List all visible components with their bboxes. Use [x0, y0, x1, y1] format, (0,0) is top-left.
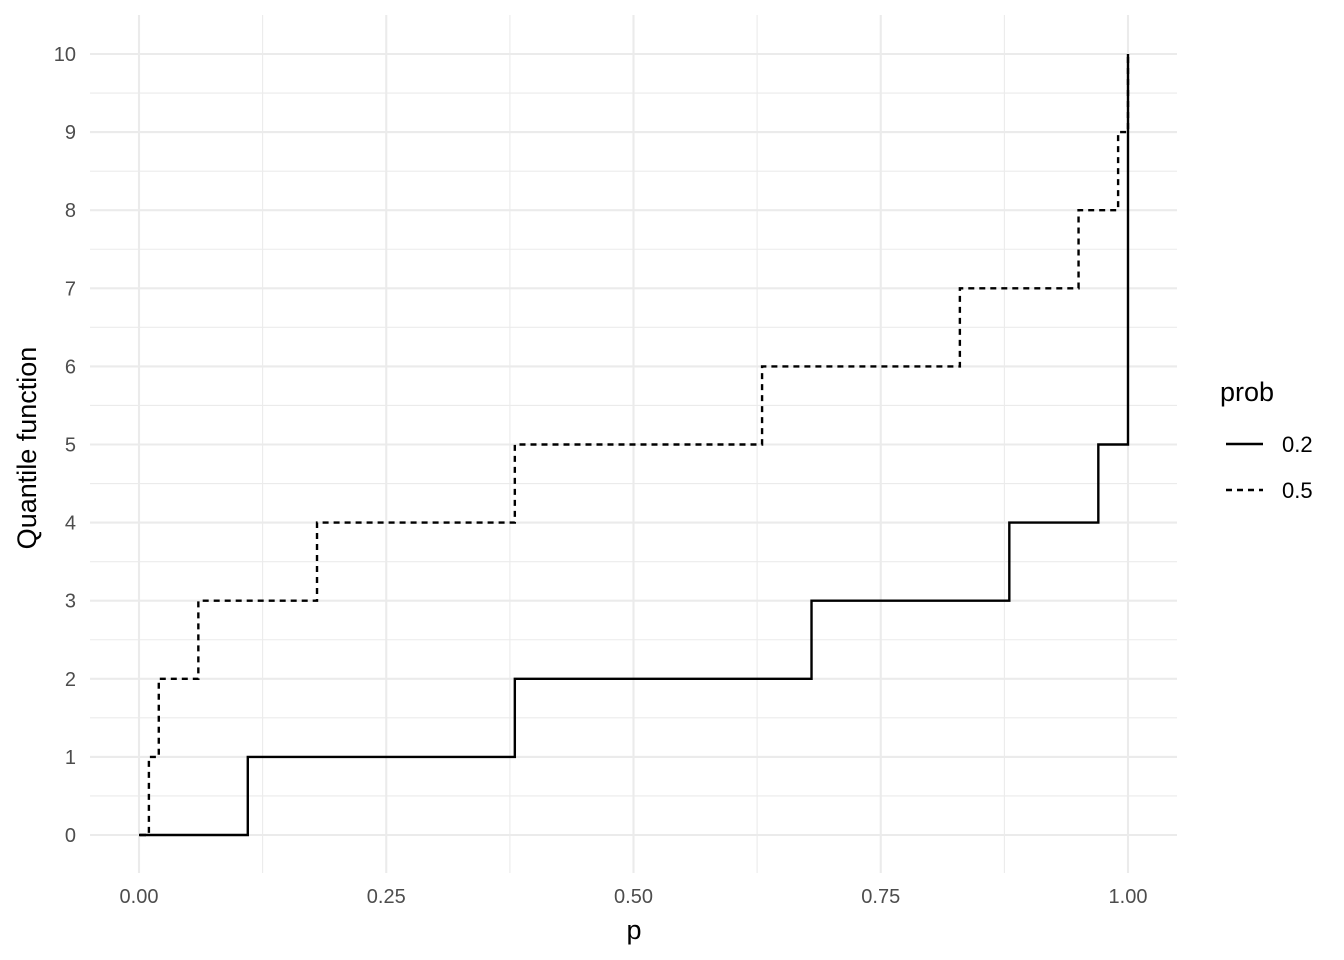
- series-line-0.5: [139, 54, 1130, 837]
- y-tick-label: 10: [54, 44, 76, 66]
- y-tick-label: 5: [65, 435, 76, 457]
- legend: prob 0.2 0.5: [1220, 377, 1313, 503]
- legend-label: 0.5: [1282, 478, 1313, 503]
- series-lines: [139, 54, 1130, 837]
- y-tick-label: 7: [65, 278, 76, 300]
- y-tick-label: 8: [65, 200, 76, 222]
- x-axis-title: p: [626, 915, 641, 945]
- tick-labels: 0.00 0.25 0.50 0.75 1.00 0 1 2 3 4 5 6 7 8 9 10: [54, 44, 1148, 908]
- y-tick-label: 1: [65, 747, 76, 769]
- y-tick-label: 9: [65, 122, 76, 144]
- y-tick-label: 3: [65, 591, 76, 613]
- legend-title: prob: [1220, 377, 1274, 407]
- legend-label: 0.2: [1282, 432, 1313, 457]
- x-tick-label: 0.50: [614, 886, 653, 908]
- x-tick-label: 0.75: [861, 886, 900, 908]
- y-tick-label: 2: [65, 669, 76, 691]
- x-tick-label: 0.00: [120, 886, 159, 908]
- series-line-0.2: [139, 54, 1130, 837]
- y-tick-label: 6: [65, 356, 76, 378]
- x-tick-label: 1.00: [1109, 886, 1148, 908]
- y-tick-label: 4: [65, 513, 76, 535]
- x-tick-label: 0.25: [367, 886, 406, 908]
- y-axis-title: Quantile function: [12, 347, 42, 550]
- y-tick-label: 0: [65, 825, 76, 847]
